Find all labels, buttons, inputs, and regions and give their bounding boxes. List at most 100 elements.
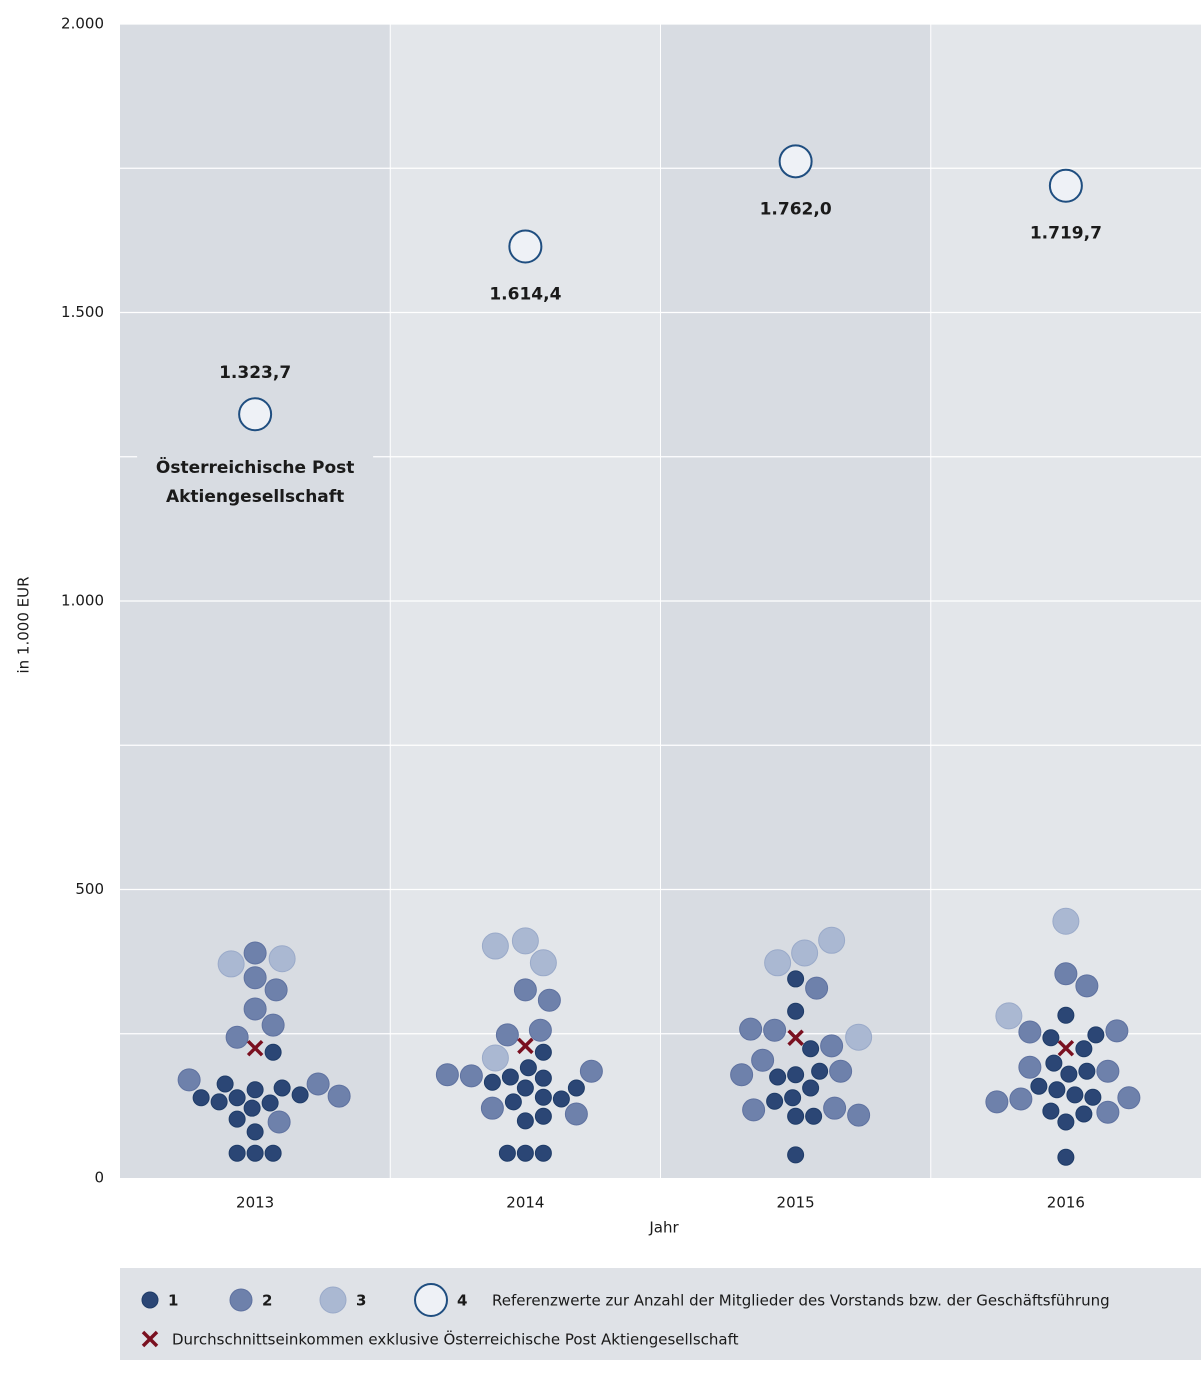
point (528, 1018, 552, 1042)
point (481, 1044, 509, 1072)
x-tick-label: 2016 (1047, 1194, 1085, 1212)
annotation-bg (137, 454, 374, 519)
point (228, 1110, 246, 1128)
x-tick-label: 2015 (777, 1194, 815, 1212)
point (498, 1144, 516, 1162)
point (519, 1059, 537, 1077)
legend-marker (229, 1288, 253, 1312)
point (1048, 1081, 1066, 1099)
point (787, 1107, 805, 1125)
point (177, 1068, 201, 1092)
point (823, 1096, 847, 1120)
point (534, 1069, 552, 1087)
point (1045, 1054, 1063, 1072)
value-label: 1.719,7 (1030, 224, 1102, 244)
point (739, 1017, 763, 1041)
point (225, 1025, 249, 1049)
point (1117, 1086, 1141, 1110)
point (764, 949, 792, 977)
point (216, 1075, 234, 1093)
point (529, 949, 557, 977)
point (516, 1112, 534, 1130)
point (742, 1098, 766, 1122)
point (243, 997, 267, 1021)
legend-label: 4 (457, 1292, 467, 1310)
annotation: Aktiengesellschaft (166, 487, 344, 507)
x-tick-label: 2014 (506, 1194, 544, 1212)
point (537, 988, 561, 1012)
point (268, 945, 296, 973)
legend-label: 2 (262, 1292, 272, 1310)
point (261, 1013, 285, 1037)
point (1105, 1019, 1129, 1043)
legend-marker (141, 1330, 159, 1348)
point (787, 1002, 805, 1020)
point (805, 1107, 823, 1125)
point (534, 1107, 552, 1125)
average-marker (246, 1039, 264, 1057)
point (511, 927, 539, 955)
point (217, 950, 245, 978)
point (847, 1103, 871, 1127)
average-marker (787, 1029, 804, 1047)
point (534, 1144, 552, 1162)
point (534, 1043, 552, 1061)
point (811, 1062, 829, 1080)
point (210, 1093, 228, 1111)
point (567, 1079, 585, 1097)
point (495, 1023, 519, 1047)
point (730, 1063, 754, 1087)
legend-marker (414, 1283, 448, 1317)
point (1018, 1020, 1042, 1044)
point (769, 1068, 787, 1086)
value-label: 1.323,7 (219, 363, 291, 383)
point (267, 1110, 291, 1134)
point (243, 966, 267, 990)
point (787, 1066, 805, 1084)
point (1009, 1087, 1033, 1111)
point (192, 1089, 210, 1107)
point (791, 939, 819, 967)
legend-marker (319, 1286, 347, 1314)
point (480, 1096, 504, 1120)
point (459, 1064, 483, 1088)
point (483, 1073, 501, 1091)
y-tick-label: 500 (75, 880, 104, 898)
point (246, 1123, 264, 1141)
y-tick-label: 0 (94, 1169, 104, 1187)
point (516, 1144, 534, 1162)
value-label: 1.762,0 (760, 199, 832, 219)
y-axis-label: in 1.000 EUR (15, 576, 33, 673)
point (802, 1079, 820, 1097)
point (784, 1089, 802, 1107)
legend-marker (141, 1291, 159, 1309)
legend-label: Durchschnittseinkommen exklusive Österre… (172, 1330, 739, 1349)
point (516, 1079, 534, 1097)
point (246, 1144, 264, 1162)
point (805, 976, 829, 1000)
point (820, 1034, 844, 1058)
y-tick-label: 2.000 (61, 15, 104, 33)
point (845, 1023, 873, 1051)
point (995, 1002, 1023, 1030)
point (243, 1099, 261, 1117)
point (1057, 1148, 1075, 1166)
point (264, 978, 288, 1002)
point (1096, 1100, 1120, 1124)
point (818, 926, 846, 954)
point (787, 970, 805, 988)
point (1030, 1077, 1048, 1095)
annotation: Österreichische Post (156, 456, 355, 478)
point (435, 1063, 459, 1087)
x-axis-label: Jahr (648, 1219, 679, 1237)
point (1075, 1040, 1093, 1058)
point (513, 978, 537, 1002)
point (1078, 1062, 1096, 1080)
point (1042, 1102, 1060, 1120)
point (1018, 1055, 1042, 1079)
average-marker (1057, 1039, 1075, 1057)
value-label: 1.614,4 (489, 284, 561, 304)
point (766, 1092, 784, 1110)
point (1075, 1105, 1093, 1123)
